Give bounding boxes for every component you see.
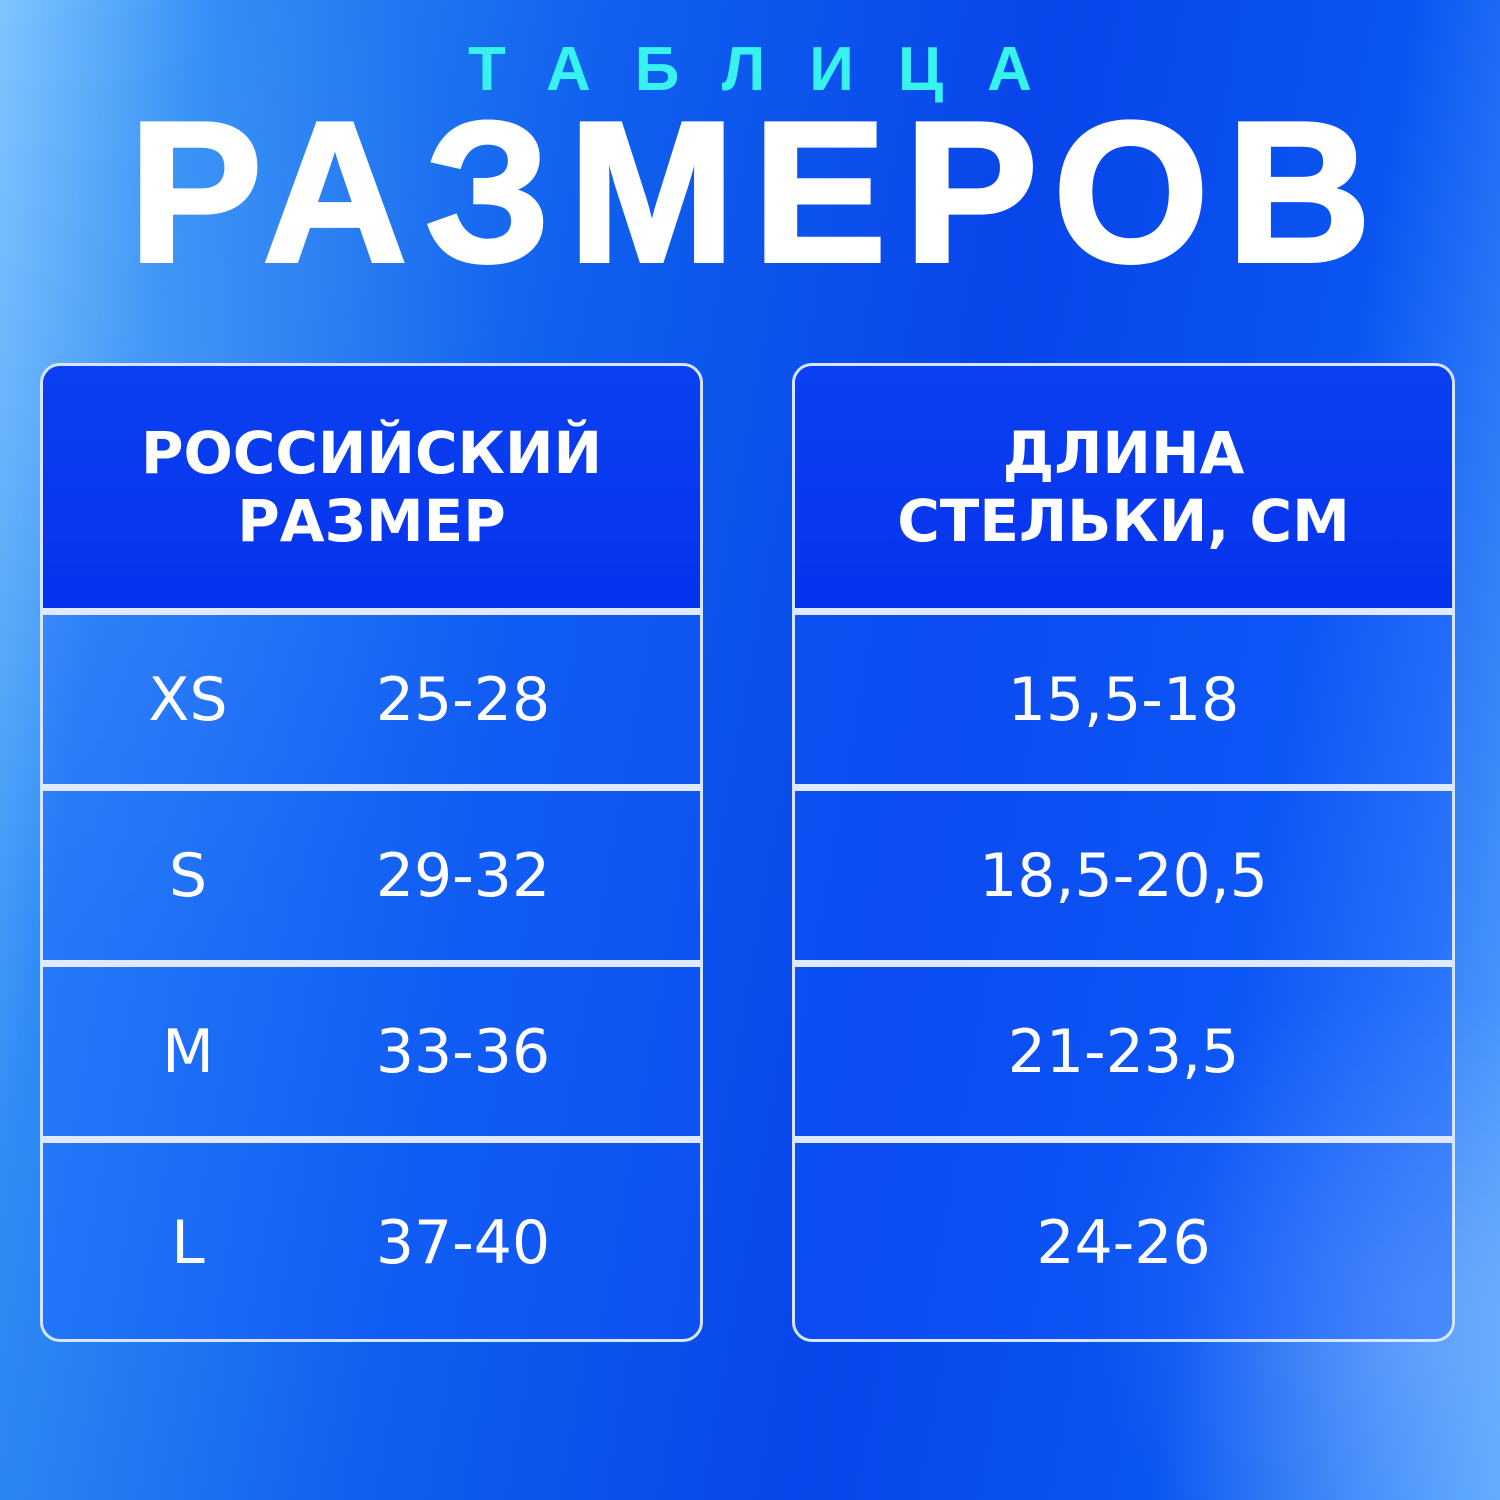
table-row: L 37-40: [43, 1143, 700, 1339]
table-row: XS 25-28: [43, 615, 700, 791]
insole-length: 18,5-20,5: [979, 840, 1268, 911]
header-line: ДЛИНА: [1002, 419, 1245, 487]
page-title: РАЗМЕРОВ: [127, 81, 1390, 304]
table-row: S 29-32: [43, 791, 700, 967]
table-header: ДЛИНА СТЕЛЬКИ, СМ: [795, 366, 1452, 615]
size-label: XS: [148, 664, 228, 735]
size-label: L: [171, 1208, 205, 1278]
subtitle: ТАБЛИЦА: [468, 35, 1076, 104]
table-row: M 33-36: [43, 967, 700, 1143]
insole-length-table: ДЛИНА СТЕЛЬКИ, СМ 15,5-18 18,5-20,5 21-2…: [792, 363, 1455, 1342]
size-range: 25-28: [375, 664, 551, 735]
table-row: 15,5-18: [795, 615, 1452, 791]
size-label: M: [162, 1016, 214, 1087]
header-line: РОССИЙСКИЙ: [140, 419, 603, 487]
russian-size-table: РОССИЙСКИЙ РАЗМЕР XS 25-28 S 29-32 M 33-36 …: [40, 363, 703, 1342]
insole-length: 24-26: [1036, 1208, 1211, 1278]
insole-length: 15,5-18: [1007, 664, 1240, 735]
header-line: СТЕЛЬКИ, СМ: [897, 487, 1350, 555]
size-range: 29-32: [375, 840, 551, 911]
table-row: 24-26: [795, 1143, 1452, 1339]
size-label: S: [168, 840, 208, 911]
insole-length: 21-23,5: [1007, 1016, 1240, 1087]
size-range: 37-40: [375, 1208, 551, 1278]
table-row: 18,5-20,5: [795, 791, 1452, 967]
size-range: 33-36: [375, 1016, 551, 1087]
table-header: РОССИЙСКИЙ РАЗМЕР: [43, 366, 700, 615]
table-row: 21-23,5: [795, 967, 1452, 1143]
header-line: РАЗМЕР: [237, 487, 506, 555]
